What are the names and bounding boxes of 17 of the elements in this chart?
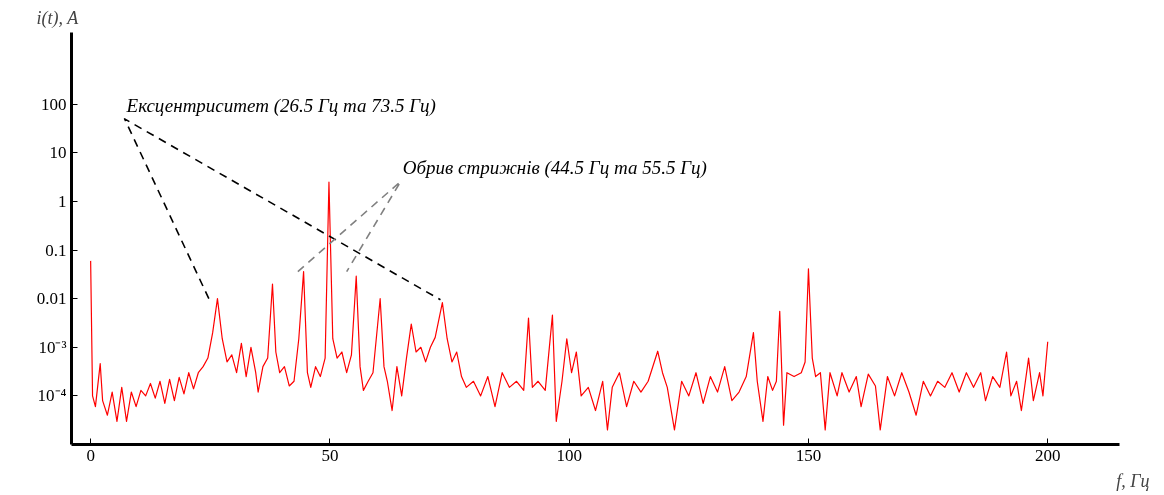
x-tick-label: 150 — [795, 445, 822, 465]
line-series — [90, 181, 1049, 431]
annotation: Обрив стрижнів (44.5 Гц та 55.5 Гц) — [402, 157, 707, 180]
y-tick-label: 10⁻⁴ — [37, 386, 67, 406]
y-tick-label: 1 — [58, 191, 67, 211]
y-tick-label: 10 — [49, 143, 67, 163]
y-tick-label: 100 — [41, 94, 67, 114]
annotation: Ексцентриситет (26.5 Гц та 73.5 Гц) — [125, 94, 436, 117]
y-tick-label: 10⁻³ — [38, 337, 67, 357]
x-axis-title: f, Гц — [1116, 470, 1150, 491]
x-tick-label: 200 — [1034, 445, 1061, 465]
y-tick-label: 0.01 — [36, 289, 67, 309]
y-axis-title: i(t), A — [36, 7, 80, 29]
x-tick-label: 0 — [86, 445, 95, 465]
y-tick-label: 0.1 — [45, 240, 67, 260]
x-tick-label: 100 — [556, 445, 582, 465]
x-tick-label: 50 — [321, 445, 339, 465]
